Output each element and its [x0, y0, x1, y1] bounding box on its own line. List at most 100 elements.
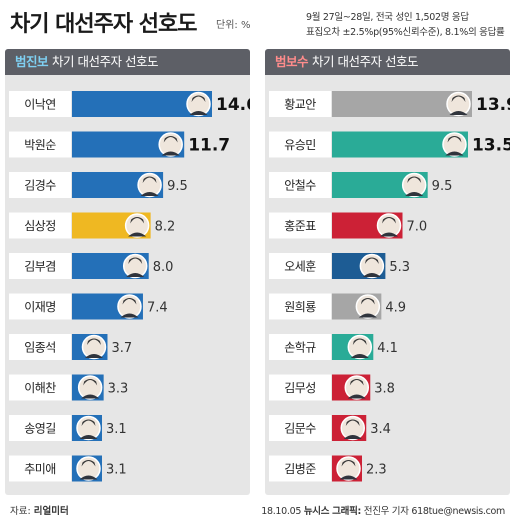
portrait-suit	[339, 475, 358, 480]
category-label: 김병준	[284, 462, 316, 476]
bar-row: 김부겸 8.0	[9, 253, 173, 279]
portrait-hair	[352, 338, 367, 345]
category-label: 오세훈	[284, 260, 316, 274]
portrait-suit	[81, 394, 100, 399]
portrait-hair	[86, 338, 101, 345]
name-box	[9, 293, 71, 320]
category-label: 이재명	[24, 300, 56, 314]
portrait-suit	[343, 435, 362, 439]
portrait-suit	[84, 354, 103, 358]
footer: 자료: 리얼미터 18.10.05 뉴시스 그래픽: 전진우 기자 618tue…	[0, 500, 515, 520]
bar-row: 이재명 7.4	[9, 293, 168, 320]
portrait-hair	[142, 176, 157, 183]
portrait-suit	[140, 192, 159, 196]
panel-title: 차기 대선주자 선호도	[312, 54, 418, 69]
bar-row: 홍준표 7.0	[269, 212, 427, 239]
bar-row: 안철수 9.5	[269, 172, 452, 198]
category-label: 황교안	[284, 98, 316, 112]
progressive-panel-header: 범진보 차기 대선주자 선호도	[5, 49, 250, 75]
portrait-hair	[191, 95, 206, 102]
portrait-suit	[358, 313, 377, 318]
survey-line-2: 표집오차 ±2.5%p(95%신뢰수준), 8.1%의 응답률	[306, 27, 505, 38]
bar-row: 유승민 13.5	[269, 131, 510, 158]
bar-row: 김병준 2.3	[269, 455, 387, 482]
value-label: 4.1	[377, 341, 398, 356]
portrait-hair	[364, 257, 379, 264]
value-label: 13.5	[472, 136, 510, 156]
portrait-suit	[79, 435, 98, 439]
value-label: 9.5	[167, 179, 188, 194]
bar-row: 심상정 8.2	[9, 212, 175, 239]
category-label: 이해찬	[24, 380, 56, 395]
name-box	[269, 212, 331, 239]
value-label: 3.3	[108, 382, 129, 397]
portrait-hair	[163, 136, 178, 143]
bar-row: 손학규 4.1	[269, 334, 398, 360]
portrait-hair	[130, 217, 145, 224]
name-box	[9, 374, 71, 401]
portrait-hair	[360, 298, 375, 305]
camp-label: 범진보	[15, 54, 49, 69]
conservative-panel-header: 범보수 차기 대선주자 선호도	[265, 49, 510, 75]
bar-row: 김경수 9.5	[9, 172, 188, 198]
portrait-hair	[382, 217, 397, 224]
value-label: 3.1	[106, 463, 127, 478]
category-label: 안철수	[284, 179, 316, 193]
bar-row: 황교안 13.9	[269, 91, 510, 117]
bar-row: 오세훈 5.3	[269, 253, 410, 279]
value-label: 13.9	[476, 95, 510, 115]
category-label: 손학규	[284, 341, 316, 355]
category-label: 박원순	[24, 138, 56, 152]
bar-row: 이해찬 3.3	[9, 374, 129, 401]
progressive-chart: 이낙연 14.6 박원순 11.7 김경수 9.5 심상정 8.2 김부겸 8.0 이재명 7.4 임종…	[9, 91, 250, 482]
name-box	[269, 172, 331, 198]
portrait-hair	[128, 257, 143, 264]
category-label: 김부겸	[24, 260, 56, 274]
category-label: 추미애	[24, 462, 56, 476]
date: 18.10.05	[261, 506, 302, 517]
portrait-hair	[447, 136, 462, 143]
name-box	[9, 212, 71, 239]
value-label: 7.4	[147, 301, 168, 316]
portrait-suit	[161, 151, 180, 156]
portrait-suit	[405, 192, 424, 196]
portrait-suit	[126, 273, 145, 277]
unit-label: 단위: %	[216, 20, 251, 31]
survey-info: 9월 27일~28일, 전국 성인 1,502명 응답 표집오차 ±2.5%p(…	[306, 10, 512, 40]
name-box	[269, 293, 331, 320]
portrait-hair	[349, 379, 364, 386]
category-label: 김문수	[284, 422, 316, 436]
name-box	[9, 172, 71, 198]
value-label: 3.7	[111, 341, 132, 356]
value-label: 8.0	[153, 260, 174, 275]
bar-row: 이낙연 14.6	[9, 91, 250, 117]
category-label: 이낙연	[24, 98, 56, 112]
conservative-chart: 황교안 13.9 유승민 13.5 안철수 9.5 홍준표 7.0 오세훈 5.3 원희룡 4.9 손학…	[269, 91, 510, 482]
portrait-hair	[81, 460, 96, 467]
category-label: 김경수	[24, 179, 56, 193]
value-label: 9.5	[432, 179, 453, 194]
bar-row: 임종석 3.7	[9, 334, 132, 360]
name-box	[269, 374, 331, 401]
value-label: 4.9	[385, 301, 406, 316]
name-box	[269, 253, 331, 279]
panel-title: 차기 대선주자 선호도	[52, 54, 158, 69]
portrait-hair	[341, 460, 356, 467]
portrait-suit	[380, 232, 399, 237]
portrait-suit	[347, 394, 366, 399]
category-label: 홍준표	[284, 219, 316, 233]
bar-row: 김문수 3.4	[269, 415, 391, 441]
category-label: 유승민	[284, 138, 316, 152]
portrait-hair	[83, 379, 98, 386]
agency: 뉴시스 그래픽:	[303, 506, 362, 517]
portrait-suit	[120, 313, 139, 318]
portrait-hair	[81, 419, 96, 426]
value-label: 3.8	[374, 382, 395, 397]
name-box	[9, 455, 71, 482]
value-label: 3.1	[106, 422, 127, 437]
portrait-hair	[451, 95, 466, 102]
source-name: 리얼미터	[33, 506, 69, 517]
bar-row: 김무성 3.8	[269, 374, 395, 401]
name-box	[9, 334, 71, 360]
